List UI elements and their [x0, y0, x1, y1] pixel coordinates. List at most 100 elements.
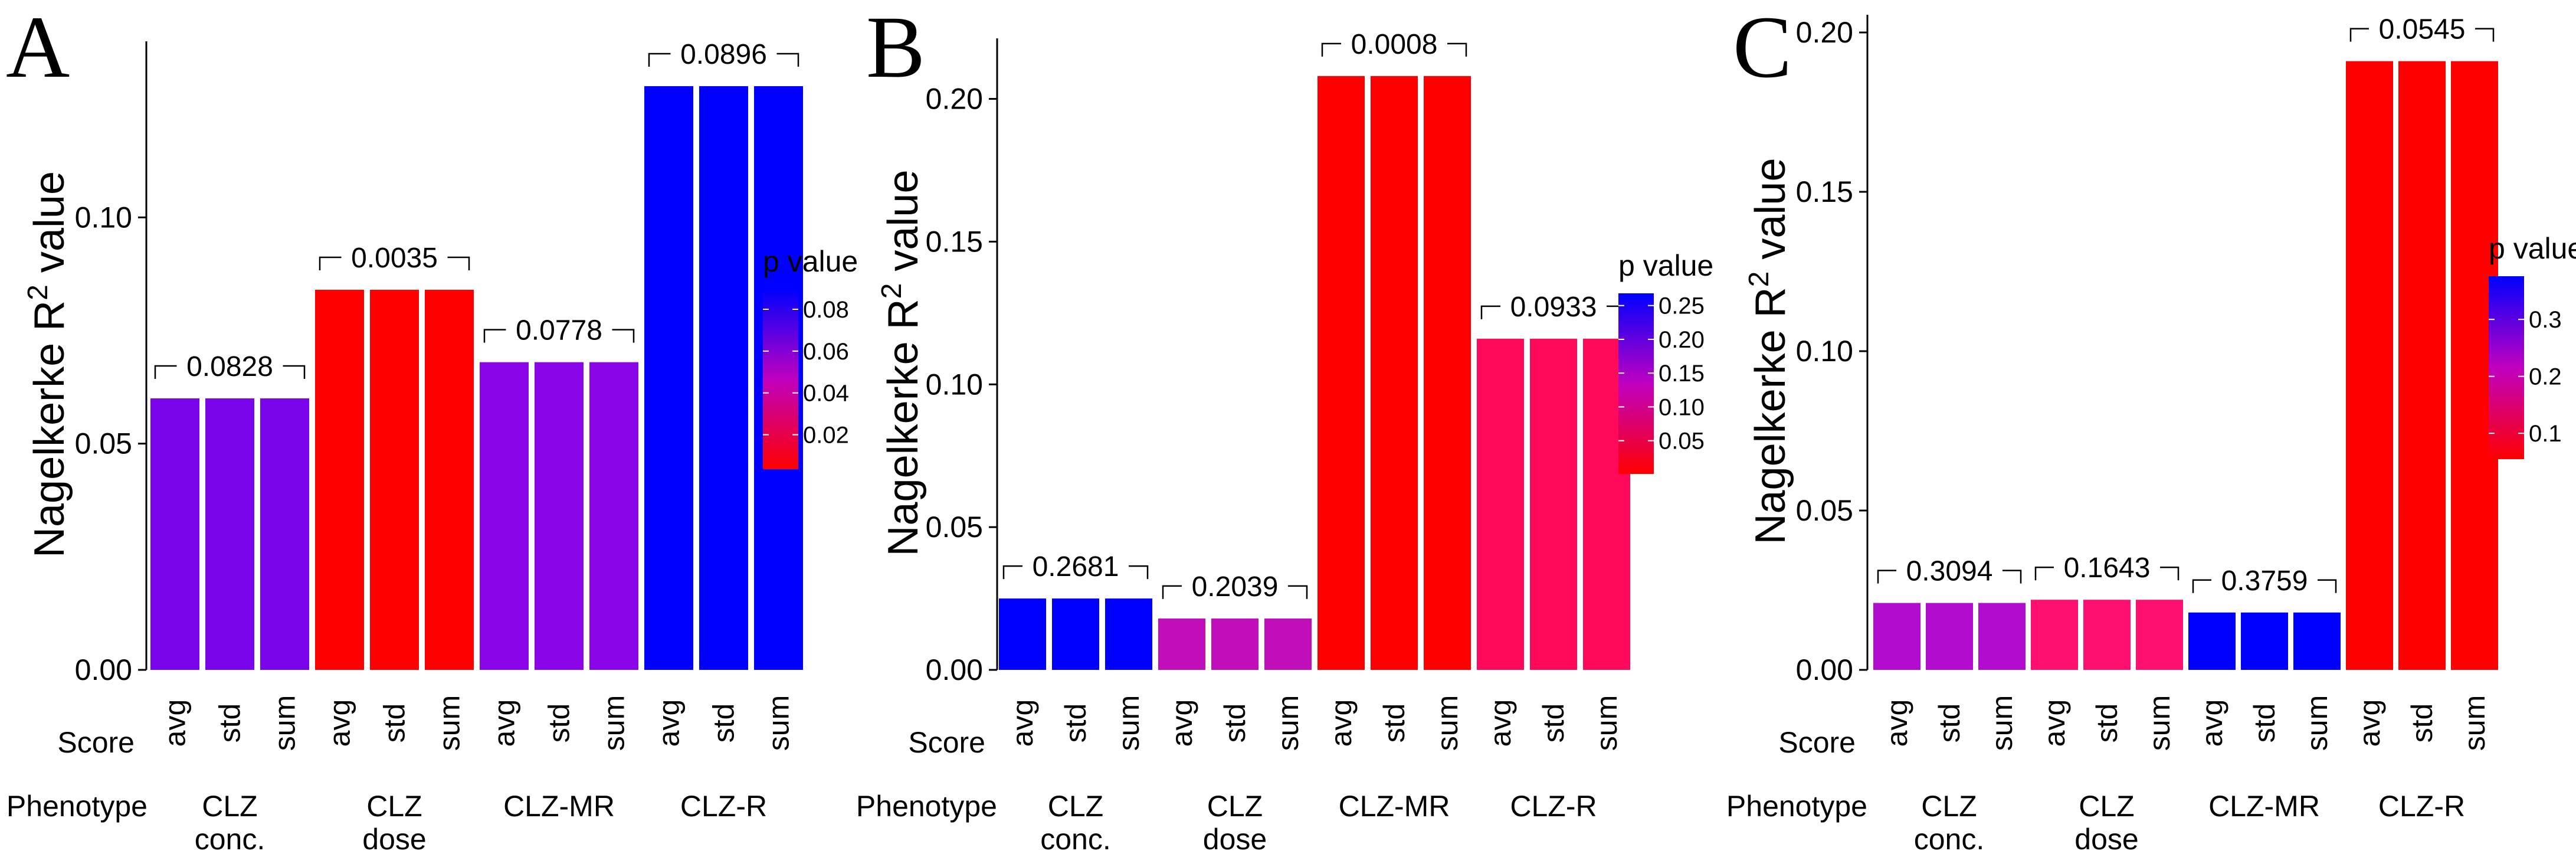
y-tick-label: 0.05 — [75, 427, 132, 460]
bar — [535, 362, 584, 670]
score-row-label: Score — [908, 726, 985, 759]
bar — [1264, 618, 1312, 670]
phenotype-label: conc. — [1040, 823, 1111, 856]
score-tick-label: sum — [598, 695, 631, 751]
p-value-label-bg — [176, 348, 283, 378]
p-value-label-bg — [2211, 562, 2318, 592]
legend-tick-label: 0.06 — [803, 339, 849, 365]
bar — [480, 362, 529, 670]
phenotype-label: conc. — [1914, 823, 1985, 856]
legend-color-bar — [2489, 276, 2524, 459]
y-tick-label: 0.20 — [1796, 16, 1853, 49]
score-tick-label: avg — [1484, 699, 1517, 747]
panel-b: B Nagelkerke R2 value 0.00 0.05 0.10 0.15 0.20… — [856, 0, 1713, 856]
legend-tick-label: 0.08 — [803, 297, 849, 323]
bar — [2398, 61, 2446, 670]
p-value-label: 0.0545 — [2379, 14, 2466, 45]
p-value-label: 0.0778 — [516, 315, 602, 346]
bar — [2136, 600, 2183, 670]
bar — [1424, 76, 1471, 670]
p-value-label: 0.3094 — [1906, 556, 1993, 587]
panel-letter: C — [1733, 0, 1792, 96]
p-value-label: 0.3759 — [2221, 565, 2308, 597]
score-tick-label: avg — [159, 699, 192, 747]
score-tick-label: avg — [488, 699, 521, 747]
bar — [1926, 603, 1973, 670]
bar — [370, 290, 419, 670]
y-tick-label: 0.05 — [1796, 494, 1853, 527]
y-axis-label: Nagelkerke R2 value — [1743, 158, 1794, 544]
bar — [1105, 598, 1152, 670]
score-tick-label: std — [1537, 704, 1570, 743]
phenotype-label: CLZ-R — [2378, 790, 2465, 823]
score-tick-label: avg — [1006, 699, 1039, 747]
score-tick-label: std — [2405, 704, 2439, 743]
p-value-label-bg — [2369, 11, 2475, 41]
y-axis-label: Nagelkerke R2 value — [22, 171, 73, 558]
legend-title: p value — [2489, 232, 2576, 265]
score-tick-label: sum — [2300, 695, 2334, 751]
p-value-label-bg — [1500, 288, 1607, 318]
p-value-label-bg — [1341, 25, 1447, 55]
p-value-label: 0.0008 — [1351, 29, 1438, 60]
bar — [1371, 76, 1418, 670]
score-tick-label: std — [1378, 704, 1411, 743]
y-tick-label: 0.00 — [75, 653, 132, 686]
legend-tick-label: 0.04 — [803, 381, 849, 407]
legend-tick-label: 0.2 — [2529, 364, 2562, 390]
p-value-label-bg — [1182, 568, 1288, 598]
legend-tick-label: 0.20 — [1659, 327, 1705, 353]
panel-letter: B — [866, 0, 925, 96]
score-tick-label: std — [1218, 704, 1251, 743]
score-tick-label: std — [2090, 704, 2123, 743]
legend-title: p value — [763, 245, 858, 278]
score-tick-label: sum — [2458, 695, 2491, 751]
y-tick-label: 0.00 — [1796, 653, 1853, 686]
p-value-label: 0.0933 — [1510, 292, 1597, 323]
y-tick-label: 0.10 — [75, 201, 132, 234]
score-tick-label: avg — [323, 699, 356, 747]
score-tick-label: sum — [433, 695, 466, 751]
bar — [1211, 618, 1258, 670]
score-tick-label: sum — [1985, 695, 2018, 751]
score-tick-label: sum — [2143, 695, 2176, 751]
score-row-label: Score — [1778, 726, 1856, 759]
phenotype-label: CLZ — [1048, 790, 1103, 823]
score-tick-label: sum — [1431, 695, 1464, 751]
bar — [1318, 76, 1365, 670]
phenotype-label: CLZ — [1921, 790, 1977, 823]
phenotype-label: dose — [362, 823, 426, 856]
score-tick-label: avg — [1880, 699, 1913, 747]
legend-title: p value — [1618, 249, 1713, 282]
phenotype-label: CLZ-MR — [503, 790, 615, 823]
score-tick-label: std — [1059, 704, 1092, 743]
phenotype-label: CLZ — [202, 790, 257, 823]
legend-tick-label: 0.1 — [2529, 421, 2562, 447]
score-tick-label: std — [2248, 704, 2281, 743]
phenotype-label: CLZ — [1207, 790, 1263, 823]
phenotype-label: dose — [1203, 823, 1267, 856]
p-value-label: 0.0828 — [186, 351, 273, 382]
phenotype-row-label: Phenotype — [6, 790, 148, 823]
bar — [260, 398, 309, 670]
bar — [1978, 603, 2026, 670]
score-tick-label: std — [378, 704, 411, 743]
bar — [1052, 598, 1099, 670]
bar — [999, 598, 1046, 670]
phenotype-label: dose — [2074, 823, 2138, 856]
score-tick-label: avg — [2353, 699, 2386, 747]
bar — [2083, 600, 2131, 670]
y-tick-label: 0.05 — [926, 511, 983, 544]
legend-tick-label: 0.02 — [803, 423, 849, 449]
bar — [2031, 600, 2078, 670]
p-value-label-bg — [1896, 552, 2003, 583]
p-value-label-bg — [2054, 549, 2160, 580]
y-tick-label: 0.00 — [926, 653, 983, 686]
score-tick-label: sum — [1590, 695, 1623, 751]
bar — [699, 86, 748, 670]
score-tick-label: sum — [1271, 695, 1305, 751]
bar — [1530, 338, 1577, 670]
